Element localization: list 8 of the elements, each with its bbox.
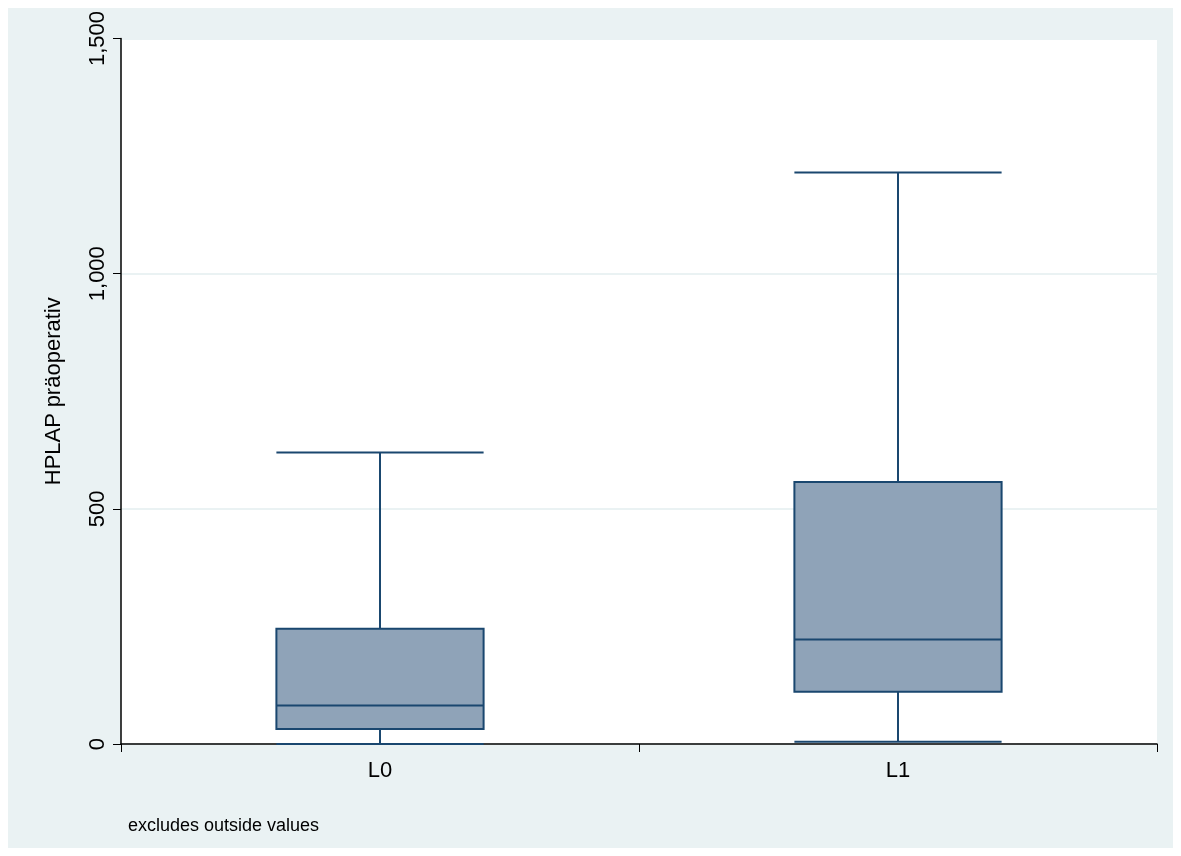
y-tick-label: 1,500 [83, 11, 109, 67]
x-tick-label: L0 [367, 756, 393, 782]
y-tick-label: 0 [83, 737, 109, 751]
y-tick-label: 1,000 [83, 246, 109, 302]
x-tick-label: L1 [885, 756, 911, 782]
text: excludes outside values [128, 815, 320, 835]
y-tick-label: 500 [83, 490, 109, 528]
y-axis-title: HPLAP präoperativ [39, 297, 65, 486]
